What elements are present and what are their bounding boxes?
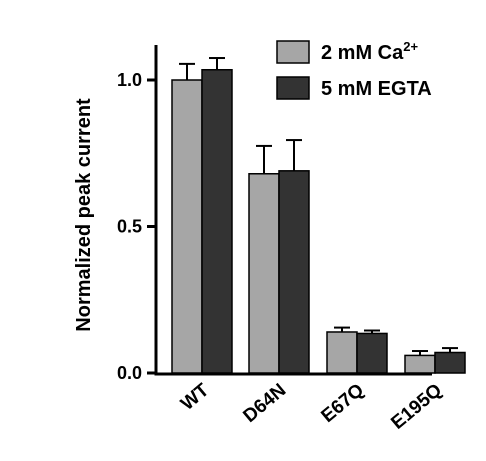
legend-label-5mm-egta: 5 mM EGTA [321,78,432,100]
x-category-label-e195q: E195Q [387,380,446,434]
bar-e67q-series-0 [326,331,358,374]
legend-swatch-5mm-egta [276,76,310,100]
x-category-label-d64n: D64N [240,380,291,427]
x-category-label-wt: WT [177,379,213,414]
bar-e195q-series-0 [404,354,436,374]
bar-e195q-series-1 [434,351,466,374]
bar-e67q-series-1 [356,332,388,374]
y-tick-label-1: 0.5 [117,217,142,237]
bar-wt-series-1 [201,68,233,374]
y-tick-label-0: 0.0 [117,363,142,383]
y-axis-label: Normalized peak current [73,98,95,332]
legend-label-2mm-ca-superscript: 2+ [403,39,418,54]
x-axis-category-labels: WT D64N E67Q E195Q [177,379,446,433]
legend: 2 mM Ca2+ 5 mM EGTA [276,39,432,100]
bar-d64n-series-1 [278,170,310,374]
bar-d64n-series-0 [248,173,280,374]
y-axis-ticks: 0.0 0.5 1.0 [117,70,156,383]
error-bars [179,57,458,356]
bar-wt-series-0 [171,79,203,374]
x-category-label-e67q: E67Q [317,380,368,427]
legend-label-2mm-ca-main: 2 mM Ca [321,42,404,64]
y-tick-label-2: 1.0 [117,70,142,90]
legend-label-2mm-ca: 2 mM Ca2+ [321,39,418,64]
bars [171,68,466,374]
legend-swatch-2mm-ca [276,40,310,64]
